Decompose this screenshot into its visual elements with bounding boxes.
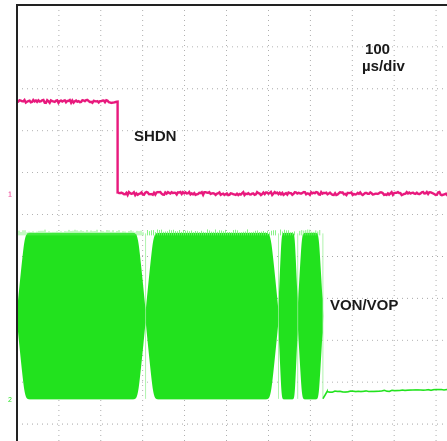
von-vop-burst-lobe xyxy=(145,232,279,400)
shdn-trace xyxy=(16,97,447,198)
von-vop-label: VON/VOP xyxy=(330,297,398,314)
traces: 12 xyxy=(8,97,447,404)
von-vop-carrier-edge xyxy=(299,229,321,236)
plot-frame xyxy=(16,4,447,441)
timebase-unit-label: µs/div xyxy=(362,58,405,75)
von-vop-carrier-edge xyxy=(280,229,295,236)
von-vop-burst-lobe xyxy=(277,232,299,400)
von-vop-burst-lobe xyxy=(16,232,147,400)
timebase-value-label: 100 xyxy=(365,41,390,58)
von-vop-trace xyxy=(322,388,447,400)
shdn-channel-marker: 1 xyxy=(8,192,12,199)
von-vop-carrier-edge xyxy=(18,229,144,236)
shdn-label: SHDN xyxy=(134,128,177,145)
von-vop-burst-lobe xyxy=(297,232,324,400)
von-vop-channel-marker: 2 xyxy=(8,397,12,404)
von-vop-carrier-edge xyxy=(147,229,276,236)
